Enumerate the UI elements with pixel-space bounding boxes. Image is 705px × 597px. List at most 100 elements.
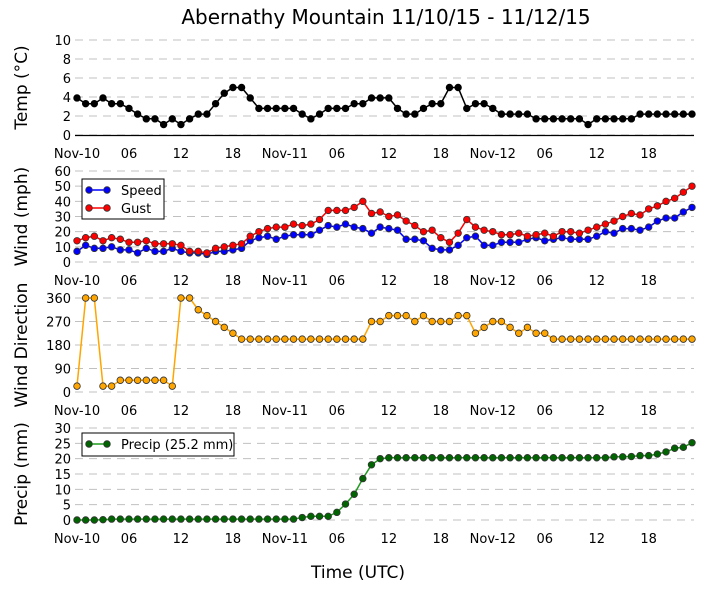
data-point — [523, 454, 532, 462]
data-point — [255, 234, 263, 242]
y-tick-label: 10 — [54, 34, 71, 49]
data-point — [688, 182, 696, 190]
data-point — [376, 317, 384, 326]
data-point — [627, 335, 636, 343]
data-point — [688, 335, 696, 343]
data-point — [584, 226, 592, 234]
data-point — [419, 311, 428, 320]
data-point — [142, 237, 150, 245]
data-point — [185, 294, 194, 302]
x-tick-label: 06 — [536, 404, 553, 419]
data-point — [402, 235, 410, 243]
y-tick-label: 8 — [63, 53, 71, 68]
data-point — [688, 110, 696, 118]
data-point — [159, 240, 168, 248]
data-point — [133, 249, 142, 257]
legend-marker — [103, 440, 111, 448]
data-point — [601, 115, 610, 123]
data-point — [549, 232, 558, 240]
data-point — [73, 237, 81, 245]
x-tick-label: 18 — [640, 274, 657, 289]
data-point — [541, 115, 549, 123]
data-point — [636, 226, 644, 234]
data-point — [289, 104, 298, 113]
data-point — [497, 238, 506, 246]
data-point — [125, 238, 133, 246]
data-point — [272, 223, 280, 231]
data-point — [593, 335, 601, 343]
data-point — [662, 214, 670, 222]
data-point — [289, 515, 298, 523]
data-point — [177, 120, 185, 129]
data-point — [411, 221, 419, 230]
data-point — [601, 335, 610, 343]
data-point — [532, 115, 540, 123]
data-point — [679, 208, 688, 216]
x-tick-label: 18 — [640, 532, 657, 547]
data-point — [662, 335, 670, 343]
data-point — [489, 104, 497, 113]
x-tick-label: 12 — [588, 147, 605, 162]
data-point — [385, 311, 393, 320]
data-point — [463, 454, 471, 462]
data-point — [107, 99, 116, 108]
x-tick-label: 12 — [173, 274, 190, 289]
data-point — [272, 104, 280, 113]
data-point — [203, 110, 211, 118]
data-point — [81, 516, 90, 524]
data-point — [151, 115, 159, 123]
data-point — [333, 223, 341, 231]
data-point — [255, 104, 263, 113]
y-tick-label: 270 — [46, 316, 71, 331]
data-point — [194, 515, 202, 523]
data-point — [307, 115, 315, 123]
y-tick-label: 30 — [54, 422, 71, 437]
data-point — [489, 227, 497, 236]
data-point — [220, 515, 228, 523]
data-point — [506, 238, 514, 246]
data-point — [324, 206, 332, 215]
data-point — [393, 226, 402, 234]
data-point — [81, 99, 90, 108]
data-point — [116, 376, 125, 384]
data-point — [506, 230, 514, 239]
data-point — [558, 115, 566, 123]
data-point — [229, 329, 237, 337]
data-point — [636, 211, 644, 219]
data-point — [315, 110, 324, 118]
y-axis-label: Temp (°C) — [12, 45, 32, 130]
data-point — [263, 224, 272, 233]
data-point — [99, 515, 107, 524]
data-point — [619, 453, 627, 461]
x-tick-label: 12 — [588, 274, 605, 289]
data-point — [289, 220, 298, 228]
data-point — [419, 104, 428, 113]
data-point — [324, 335, 332, 343]
data-point — [575, 454, 584, 462]
data-point — [636, 335, 644, 343]
y-axis-label: Precip (mm) — [12, 422, 32, 526]
data-point — [289, 335, 298, 343]
y-axis-label: Wind (mph) — [12, 167, 32, 267]
x-tick-label: 18 — [225, 274, 242, 289]
data-point — [385, 94, 393, 102]
data-point — [515, 238, 523, 246]
data-point — [359, 224, 367, 233]
data-point — [324, 512, 332, 521]
data-point — [151, 515, 159, 523]
data-point — [333, 335, 341, 343]
data-point — [437, 317, 445, 326]
data-point — [679, 110, 688, 118]
data-point — [211, 317, 220, 326]
legend: Speed Gust — [81, 178, 165, 220]
data-point — [99, 237, 107, 245]
data-point — [333, 206, 341, 215]
data-point — [523, 323, 532, 332]
data-point — [636, 451, 644, 460]
data-point — [229, 241, 237, 250]
data-point — [194, 306, 202, 314]
data-point — [558, 234, 566, 242]
data-point — [359, 99, 367, 108]
data-point — [125, 246, 133, 254]
